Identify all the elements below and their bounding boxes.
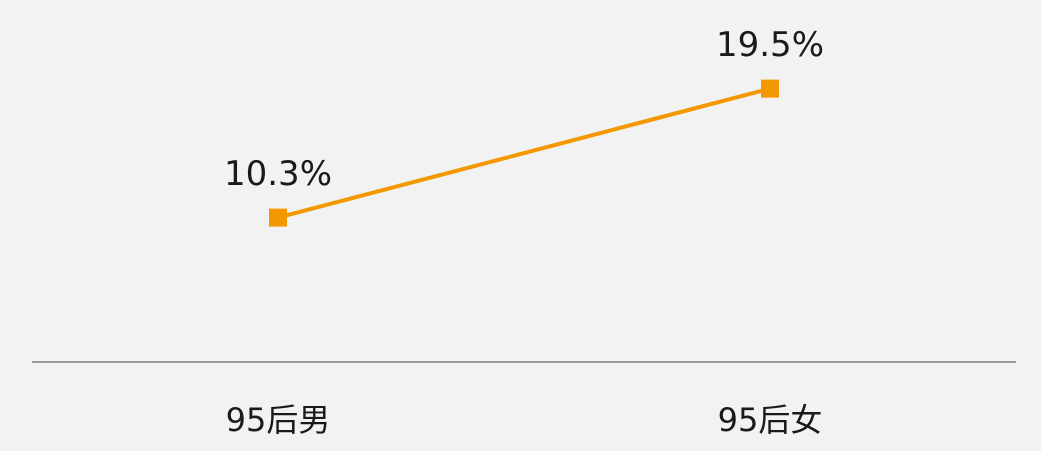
line xyxy=(277,86,771,220)
marker xyxy=(761,79,779,98)
value-label: 19.5% xyxy=(716,25,824,65)
marker xyxy=(269,208,287,227)
value-label: 10.3% xyxy=(224,154,332,194)
x-tick-label: 95后男 xyxy=(226,401,331,439)
x-tick-label: 95后女 xyxy=(718,401,823,439)
